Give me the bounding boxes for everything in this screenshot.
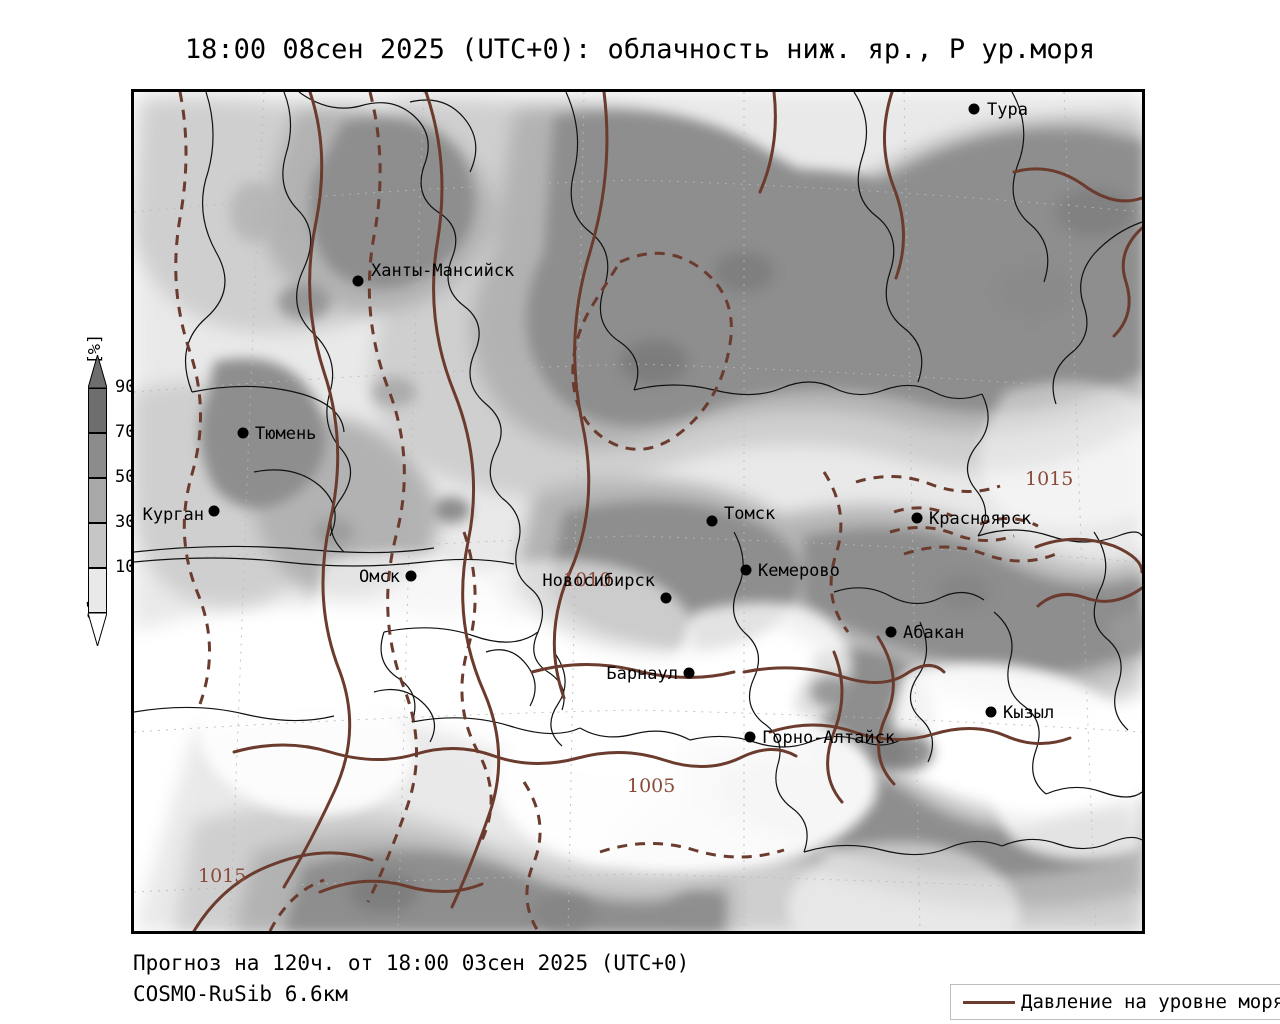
city-label: Кызыл xyxy=(1003,703,1054,723)
map-canvas: 1010 1015 1005 1015 Тура xyxy=(134,92,1142,931)
colorbar-scale: 90 70 50 30 10 xyxy=(88,355,135,646)
city-dot xyxy=(405,570,417,582)
city-dot xyxy=(683,667,695,679)
city-tyumen[interactable]: Тюмень xyxy=(237,424,317,444)
isobar-label: 1015 xyxy=(1025,468,1073,490)
city-kemerovo[interactable]: Кемерово xyxy=(740,561,840,581)
city-hanty-mansiysk[interactable]: Ханты-Мансийск xyxy=(352,261,515,287)
city-label: Кемерово xyxy=(758,561,840,581)
colorbar-tick-70: 70 xyxy=(115,422,136,442)
colorbar-tick-50: 50 xyxy=(115,467,136,487)
city-gorno-altaysk[interactable]: Горно-Алтайск xyxy=(744,728,896,748)
isobar-label: 1015 xyxy=(198,865,246,887)
city-tura[interactable]: Тура xyxy=(968,100,1028,120)
city-label: Новосибирск xyxy=(542,571,655,591)
isobars-solid xyxy=(192,92,1142,931)
isobar-label-text: 1005 xyxy=(627,775,675,797)
city-dot xyxy=(660,592,672,604)
colorbar-top-arrow xyxy=(88,355,107,388)
city-label: Томск xyxy=(724,504,775,524)
isobars-dashed xyxy=(174,92,1057,931)
model-name-line: COSMO-RuSib 6.6км xyxy=(133,982,348,1006)
city-abakan[interactable]: Абакан xyxy=(885,623,965,643)
city-label: Курган xyxy=(143,505,204,525)
city-label: Тюмень xyxy=(255,424,316,444)
isobar-label-text: 1015 xyxy=(198,865,246,887)
colorbar-tick-90: 90 xyxy=(115,377,136,397)
page-title: 18:00 08сен 2025 (UTC+0): облачность ниж… xyxy=(184,34,1096,65)
colorbar-segment-30 xyxy=(88,523,107,568)
city-label: Тура xyxy=(987,100,1028,120)
city-dot xyxy=(911,512,923,524)
city-label: Красноярск xyxy=(929,509,1031,529)
colorbar-tick-30: 30 xyxy=(115,512,136,532)
pressure-legend: Давление на уровне моря xyxy=(950,984,1280,1020)
city-omsk[interactable]: Омск xyxy=(359,567,417,587)
city-label: Барнаул xyxy=(606,664,678,684)
city-dot xyxy=(985,706,997,718)
city-barnaul[interactable]: Барнаул xyxy=(606,664,695,684)
city-dot xyxy=(208,505,220,517)
colorbar-segment-50 xyxy=(88,478,107,523)
city-dot xyxy=(706,515,718,527)
city-kurgan[interactable]: Курган xyxy=(143,505,220,525)
city-dot xyxy=(968,103,980,115)
city-dot xyxy=(352,275,364,287)
admin-borders xyxy=(134,92,1142,856)
city-label: Омск xyxy=(359,567,400,587)
city-kyzyl[interactable]: Кызыл xyxy=(985,703,1055,723)
isobar-label-text: 1010 xyxy=(563,569,611,591)
city-label: Ханты-Мансийск xyxy=(371,261,514,281)
city-dot xyxy=(885,626,897,638)
colorbar-tick-10: 10 xyxy=(115,557,136,577)
pressure-line-swatch xyxy=(963,1000,1015,1004)
pressure-legend-label: Давление на уровне моря xyxy=(1021,991,1280,1013)
colorbar-segment-10 xyxy=(88,568,107,613)
colorbar-segment-70 xyxy=(88,433,107,478)
city-tomsk[interactable]: Томск xyxy=(706,504,776,527)
city-krasnoyarsk[interactable]: Красноярск xyxy=(911,509,1032,529)
isobar-label: 1005 xyxy=(627,775,675,797)
city-dot xyxy=(237,427,249,439)
colorbar-segment-90 xyxy=(88,388,107,433)
graticule xyxy=(134,92,1142,931)
colorbar-bottom-arrow xyxy=(88,613,107,646)
isobar-label: 1010 xyxy=(563,569,611,591)
city-markers: Тура Ханты-Мансийск Тюмень Курган Томск xyxy=(143,100,1055,748)
isobar-labels: 1010 1015 1005 1015 xyxy=(198,468,1073,887)
city-label: Горно-Алтайск xyxy=(762,728,895,748)
weather-map[interactable]: 1010 1015 1005 1015 Тура xyxy=(131,89,1145,934)
isobar-label-text: 1015 xyxy=(1025,468,1073,490)
city-dot xyxy=(744,731,756,743)
city-label: Абакан xyxy=(903,623,964,643)
forecast-footer: Прогноз на 120ч. от 18:00 03сен 2025 (UT… xyxy=(133,948,689,1010)
colorbar: Облачность нижнего яруса [%] 90 70 50 30… xyxy=(40,334,140,655)
forecast-valid-line: Прогноз на 120ч. от 18:00 03сен 2025 (UT… xyxy=(133,951,690,975)
city-dot xyxy=(740,564,752,576)
city-novosibirsk[interactable]: Новосибирск xyxy=(542,571,672,604)
